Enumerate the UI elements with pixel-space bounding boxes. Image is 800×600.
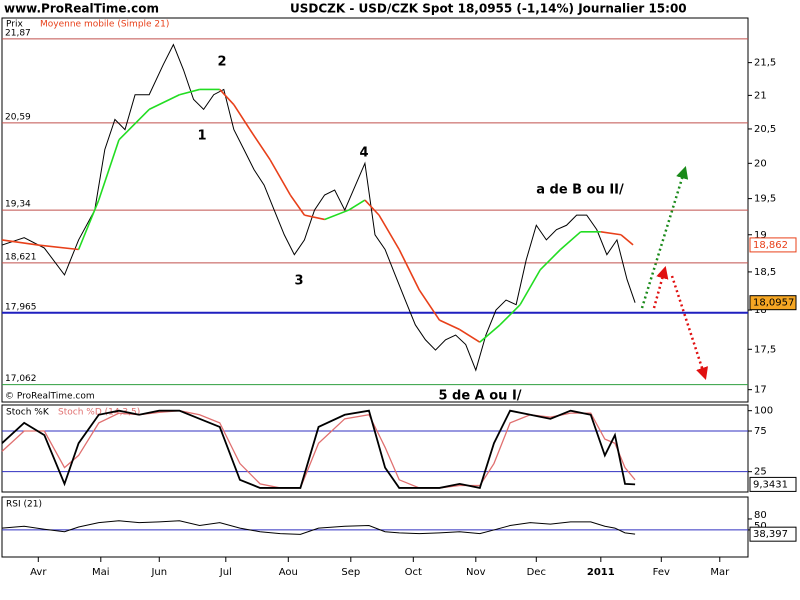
level-label: 17,062 — [5, 374, 37, 384]
rsi-panel — [1, 496, 749, 558]
ma-segment — [98, 139, 120, 201]
stoch-last-box — [749, 476, 797, 492]
rsi-line — [1, 520, 636, 535]
level-label: 20,59 — [5, 112, 31, 122]
arrow-red-up — [652, 265, 669, 309]
x-tick-label: Aou — [279, 567, 298, 578]
stoch-d-label: Stoch %D (14,3,5) — [58, 408, 140, 418]
stoch-panel — [1, 404, 749, 493]
ma-segment — [324, 209, 350, 221]
ma-segment — [459, 328, 481, 343]
ma-last-box — [749, 237, 797, 253]
ma-segment — [1, 239, 39, 246]
ma-segment — [620, 234, 634, 246]
ma-segment — [304, 214, 325, 221]
x-tick-label: Sep — [341, 567, 360, 578]
ma-segment — [118, 108, 150, 141]
chart-title: USDCZK - USD/CZK Spot 18,0955 (-1,14%) J… — [290, 2, 687, 16]
y-tick-label: 20 — [754, 158, 767, 169]
x-tick-label: Nov — [466, 567, 486, 578]
x-tick-label: Mar — [710, 567, 730, 578]
annotation: 4 — [359, 146, 368, 161]
stoch-k-label: Stoch %K — [6, 408, 50, 418]
y-tick-label: 20,5 — [754, 124, 776, 135]
ma-segment — [439, 319, 461, 331]
stoch-last: 9,3431 — [753, 479, 788, 490]
x-tick-label: Jun — [150, 567, 167, 578]
ma-segment — [600, 231, 622, 236]
ma-segment — [519, 269, 542, 306]
x-tick-label: Fev — [653, 567, 670, 578]
ma-label: Moyenne mobile (Simple 21) — [40, 20, 169, 30]
rsi-tick-label: 80 — [754, 510, 767, 521]
y-tick-label: 19,5 — [754, 194, 776, 205]
stoch-tick-label: 100 — [754, 406, 773, 417]
y-tick-label: 17 — [754, 385, 767, 396]
rsi-tick-label: 50 — [754, 521, 767, 532]
x-tick-label: Mai — [92, 567, 110, 578]
site: www.ProRealTime.com — [4, 2, 159, 16]
ma-segment — [77, 199, 100, 250]
price-label: Prix — [6, 20, 23, 30]
price-last-box — [749, 295, 797, 311]
x-tick-label: Dec — [527, 567, 546, 578]
rsi-last-box — [749, 526, 797, 542]
ma-segment — [233, 104, 251, 131]
x-tick-label: 2011 — [587, 567, 615, 578]
ma-segment — [348, 199, 366, 211]
ma-segment — [219, 88, 235, 106]
ma-segment — [418, 289, 441, 321]
x-tick-label: Oct — [405, 567, 422, 578]
price-last: 18,0957 — [753, 298, 794, 309]
y-tick-label: 21,5 — [754, 58, 776, 69]
ma-segment — [398, 249, 421, 291]
y-tick-label: 17,5 — [754, 344, 776, 355]
annotation: 2 — [217, 55, 226, 70]
level-label: 19,34 — [5, 200, 31, 210]
ma-segment — [38, 244, 79, 251]
y-tick-label: 21 — [754, 90, 767, 101]
stoch-line — [1, 409, 636, 489]
y-tick-label: 18 — [754, 305, 767, 316]
ma-segment — [539, 248, 562, 271]
y-tick-label: 18,5 — [754, 267, 776, 278]
ma-segment — [179, 88, 200, 96]
ma-last: 18,862 — [753, 240, 788, 251]
ma-segment — [249, 129, 271, 161]
level-label: 21,87 — [5, 28, 31, 38]
ma-segment — [364, 199, 380, 216]
annotation: a de B ou II/ — [536, 183, 624, 198]
level-label: 18,621 — [5, 252, 37, 262]
rsi-last: 38,397 — [753, 529, 788, 540]
price-line — [1, 43, 636, 372]
stoch-line — [1, 410, 636, 489]
stoch-tick-label: 25 — [754, 467, 767, 478]
stoch-tick-label: 75 — [754, 426, 767, 437]
level-label: 17,965 — [5, 302, 37, 312]
arrow-up — [640, 166, 689, 309]
annotation: 1 — [197, 129, 206, 144]
arrow-red-down — [670, 275, 709, 380]
annotation: 3 — [294, 274, 303, 289]
x-tick-label: Jul — [219, 567, 232, 578]
copyright: © ProRealTime.com — [5, 392, 95, 402]
y-tick-label: 19 — [754, 230, 767, 241]
rsi-label: RSI (21) — [6, 500, 42, 510]
ma-segment — [378, 214, 400, 250]
ma-segment — [148, 94, 180, 111]
ma-segment — [479, 324, 501, 343]
x-tick-label: Avr — [30, 567, 47, 578]
ma-segment — [499, 304, 521, 326]
ma-segment — [289, 194, 306, 216]
ma-segment — [269, 159, 292, 196]
ma-segment — [559, 231, 582, 251]
annotation: 5 de A ou I/ — [438, 389, 521, 404]
